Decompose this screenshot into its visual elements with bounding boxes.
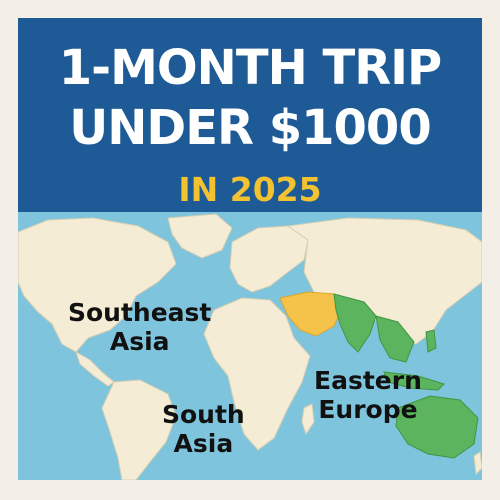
- landmass-north-america: [18, 217, 177, 353]
- landmass-asia: [286, 217, 482, 345]
- world-map-graphic: [18, 213, 482, 480]
- label-southeast-asia-line1: Southeast: [68, 298, 212, 327]
- landmass-europe: [229, 225, 309, 293]
- landmass-madagascar: [301, 403, 315, 436]
- title-line-1: 1-MONTH TRIP: [58, 40, 442, 96]
- world-map: Southeast Asia South Asia Eastern Europe: [18, 212, 482, 480]
- highlight-indonesia: [383, 371, 445, 391]
- landmass-africa: [203, 297, 311, 451]
- label-southeast-asia: Southeast Asia: [68, 298, 211, 356]
- label-south-asia-line2: Asia: [173, 429, 234, 458]
- header-banner: 1-MONTH TRIP UNDER $1000 IN 2025: [18, 18, 482, 212]
- label-south-asia-line1: South: [162, 400, 245, 429]
- label-southeast-asia-line2: Asia: [109, 327, 170, 356]
- label-eastern-europe-line2: Europe: [318, 395, 418, 424]
- landmass-greenland: [167, 213, 233, 259]
- highlight-southeast-asia: [375, 315, 415, 363]
- highlight-middle-east: [279, 291, 343, 337]
- highlight-philippines: [425, 329, 437, 353]
- title-line-2: UNDER $1000: [69, 100, 431, 156]
- label-south-asia: South Asia: [162, 400, 245, 458]
- landmass-new-zealand: [473, 451, 482, 476]
- highlight-australia: [395, 395, 479, 459]
- landmass-central-america: [75, 350, 115, 387]
- subtitle-year: IN 2025: [178, 170, 322, 209]
- highlight-south-asia: [333, 293, 377, 353]
- landmass-south-america: [101, 379, 177, 480]
- label-eastern-europe: Eastern Europe: [314, 366, 422, 424]
- label-eastern-europe-line1: Eastern: [314, 366, 422, 395]
